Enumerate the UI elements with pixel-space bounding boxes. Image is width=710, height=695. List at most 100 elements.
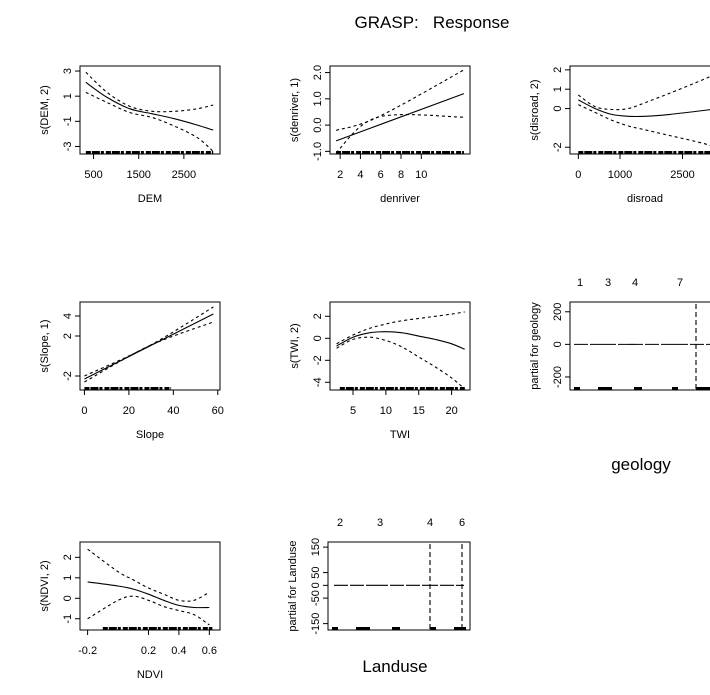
dem-x-label: DEM: [138, 193, 162, 205]
geology-category-label: 1: [577, 277, 583, 289]
twi-x-label: TWI: [390, 429, 410, 441]
denriver-x-tick-label: 4: [357, 169, 363, 181]
slope-y-label: s(Slope, 1): [39, 319, 51, 372]
denriver-x-tick-label: 2: [337, 169, 343, 181]
slope-x-tick-label: 60: [212, 405, 224, 417]
ndvi-x-tick-label: 0.2: [141, 645, 156, 657]
geology-category-label: 4: [632, 277, 638, 289]
ndvi-band-lower: [87, 595, 210, 626]
dem-plot-frame: [79, 65, 221, 155]
twi-y-tick-label: 2: [312, 313, 324, 319]
geology-y-label: partial for geology: [529, 302, 541, 390]
landuse-category-label: 3: [377, 517, 383, 529]
disroad-x-label: disroad: [627, 193, 663, 205]
ndvi-band-upper: [87, 548, 210, 602]
twi-band-upper: [336, 311, 465, 345]
ndvi-x-tick-label: 0.4: [171, 645, 186, 657]
twi-y-tick-label: -4: [312, 377, 324, 387]
ndvi-y-tick-label: 2: [62, 554, 74, 560]
geology-category-label: 7: [677, 277, 683, 289]
denriver-x-tick-label: 6: [378, 169, 384, 181]
denriver-y-tick-label: 0.0: [312, 117, 324, 132]
twi-y-tick-label: 0: [312, 335, 324, 341]
denriver-y-label: s(denriver, 1): [289, 78, 301, 142]
twi-x-tick-label: 5: [350, 405, 356, 417]
disroad-y-label: s(disroad, 2): [529, 79, 541, 140]
disroad-y-tick-label: -2: [552, 142, 564, 152]
landuse-y-tick-label: 0: [310, 582, 322, 588]
slope-y-tick-label: -2: [62, 371, 74, 381]
disroad-x-tick-label: 0: [575, 169, 581, 181]
disroad-y-tick-label: 1: [552, 86, 564, 92]
twi-y-tick-label: -2: [312, 355, 324, 365]
dem-y-tick-label: -1: [62, 116, 74, 126]
dem-band-lower: [85, 91, 214, 152]
landuse-y-label: partial for Landuse: [287, 540, 299, 631]
landuse-category-label: 4: [427, 517, 433, 529]
ndvi-plot-frame: [79, 541, 221, 631]
dem-y-tick-label: -3: [62, 142, 74, 152]
landuse-y-tick-label: 50: [310, 566, 322, 578]
ndvi-x-tick-label: 0.6: [202, 645, 217, 657]
geology-plot-frame: [569, 301, 710, 391]
slope-x-tick-label: 40: [167, 405, 179, 417]
slope-band-lower: [84, 321, 214, 383]
geology-y-tick-label: -200: [552, 366, 564, 388]
twi-x-tick-label: 10: [380, 405, 392, 417]
dem-band-upper: [85, 71, 214, 113]
ndvi-x-tick-label: -0.2: [78, 645, 97, 657]
ndvi-y-tick-label: -1: [62, 614, 74, 624]
ndvi-y-tick-label: 1: [62, 575, 74, 581]
geology-y-tick-label: 0: [552, 341, 564, 347]
dem-y-label: s(DEM, 2): [39, 85, 51, 135]
denriver-plot-frame: [329, 65, 471, 155]
denriver-x-label: denriver: [380, 193, 420, 205]
denriver-band-lower: [335, 114, 464, 154]
dem-fit-line: [85, 81, 214, 131]
landuse-plot-frame: [327, 541, 471, 631]
disroad-band-upper: [578, 75, 710, 111]
dem-y-tick-label: 3: [62, 68, 74, 74]
twi-x-tick-label: 20: [445, 405, 457, 417]
landuse-category-label: 2: [337, 517, 343, 529]
disroad-fit-line: [578, 99, 710, 118]
ndvi-x-label: NDVI: [137, 669, 163, 681]
landuse-y-tick-label: -150: [310, 613, 322, 635]
geology-category-label: 3: [605, 277, 611, 289]
dem-y-tick-label: 1: [62, 93, 74, 99]
geology-x-label: geology: [611, 455, 671, 474]
twi-x-tick-label: 15: [413, 405, 425, 417]
dem-x-tick-label: 2500: [172, 169, 196, 181]
twi-y-label: s(TWI, 2): [289, 323, 301, 368]
slope-y-tick-label: 2: [62, 333, 74, 339]
dem-x-tick-label: 500: [84, 169, 102, 181]
slope-x-label: Slope: [136, 429, 164, 441]
landuse-category-label: 6: [459, 517, 465, 529]
disroad-y-tick-label: 2: [552, 67, 564, 73]
denriver-y-tick-label: -1.0: [312, 142, 324, 161]
disroad-x-tick-label: 2500: [670, 169, 694, 181]
slope-x-tick-label: 20: [123, 405, 135, 417]
landuse-y-tick-label: 150: [310, 538, 322, 556]
denriver-x-tick-label: 10: [415, 169, 427, 181]
denriver-x-tick-label: 8: [398, 169, 404, 181]
denriver-y-tick-label: 1.0: [312, 91, 324, 106]
disroad-x-tick-label: 1000: [608, 169, 632, 181]
figure-title: GRASP: Response: [355, 13, 510, 32]
dem-x-tick-label: 1500: [126, 169, 150, 181]
disroad-band-lower: [578, 104, 710, 146]
denriver-y-tick-label: 2.0: [312, 65, 324, 80]
geology-y-tick-label: 200: [552, 303, 564, 321]
slope-band-upper: [84, 306, 214, 377]
slope-x-tick-label: 0: [81, 405, 87, 417]
disroad-y-tick-label: 0: [552, 105, 564, 111]
twi-fit-line: [336, 331, 465, 350]
landuse-x-label: Landuse: [362, 657, 427, 676]
twi-band-lower: [336, 336, 466, 390]
landuse-y-tick-label: -50: [310, 590, 322, 606]
ndvi-fit-line: [87, 581, 210, 609]
ndvi-y-label: s(NDVI, 2): [39, 560, 51, 611]
slope-y-tick-label: 4: [62, 313, 74, 319]
ndvi-y-tick-label: 0: [62, 595, 74, 601]
